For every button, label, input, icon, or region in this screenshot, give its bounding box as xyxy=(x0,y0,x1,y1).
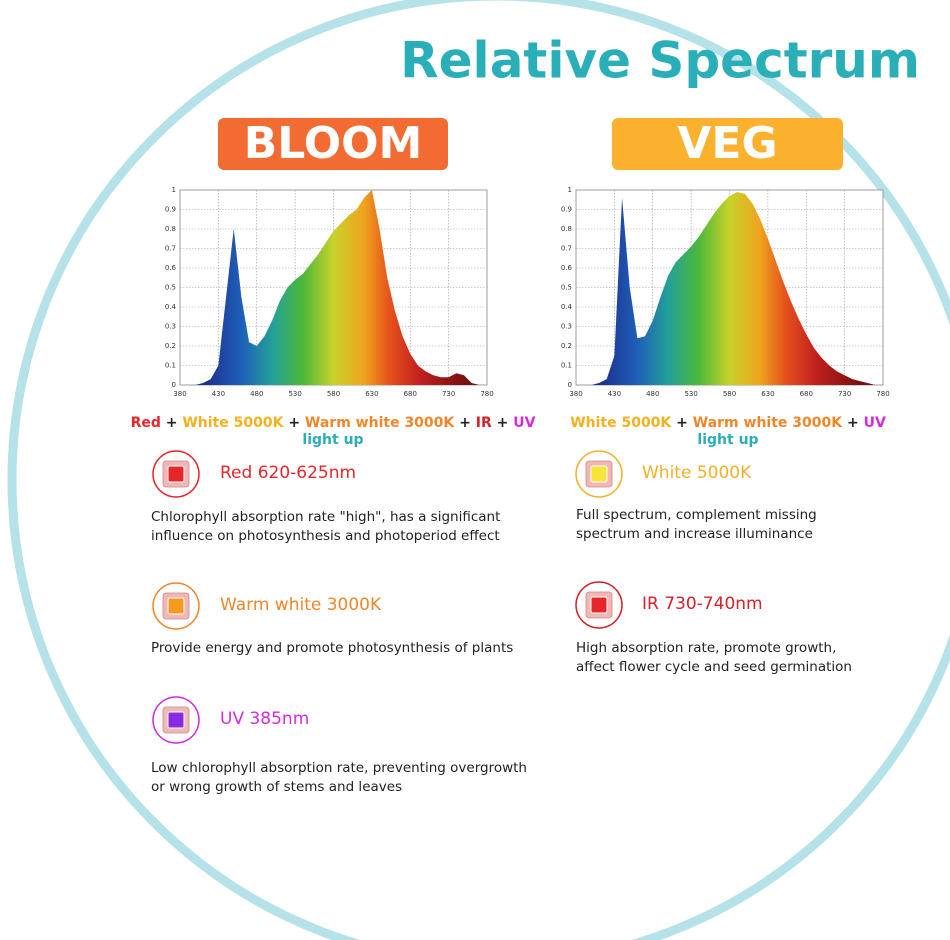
y-tick-label: 1 xyxy=(568,186,572,194)
composition: White 5000K + Warm white 3000K + UV light… xyxy=(508,415,948,449)
y-tick-label: 0.9 xyxy=(561,206,572,214)
x-tick-label: 480 xyxy=(646,390,659,398)
page-title: Relative Spectrum xyxy=(400,32,920,90)
y-tick-label: 0.1 xyxy=(561,362,572,370)
y-tick-label: 0.6 xyxy=(561,264,573,272)
x-tick-label: 730 xyxy=(838,390,851,398)
badge xyxy=(612,118,843,170)
led-chip xyxy=(167,465,185,483)
separator: + xyxy=(165,415,178,431)
y-tick-label: 0.3 xyxy=(165,323,176,331)
y-tick-label: 0.4 xyxy=(165,303,177,311)
separator: + xyxy=(496,415,509,431)
y-tick-label: 0.3 xyxy=(561,323,572,331)
item-title: White 5000K xyxy=(642,463,752,483)
item-title: IR 730-740nm xyxy=(642,594,763,614)
decor-arc xyxy=(7,0,950,940)
y-tick-label: 0.5 xyxy=(165,284,176,292)
y-tick-label: 0.7 xyxy=(165,245,176,253)
y-tick-label: 0.2 xyxy=(561,342,572,350)
composition-part: Warm white 3000K xyxy=(304,415,455,431)
composition-part: Warm white 3000K xyxy=(692,415,843,431)
y-tick-label: 0.7 xyxy=(561,245,572,253)
spectrum-area xyxy=(180,190,487,385)
x-tick-label: 380 xyxy=(569,390,582,398)
x-tick-label: 780 xyxy=(480,390,493,398)
led-chip xyxy=(590,596,608,614)
item-description: Chlorophyll absorption rate "high", has … xyxy=(151,509,501,544)
item-description: Low chlorophyll absorption rate, prevent… xyxy=(151,760,527,795)
x-tick-label: 730 xyxy=(442,390,455,398)
spectrum-area xyxy=(576,191,883,385)
y-tick-label: 0 xyxy=(172,381,176,389)
x-tick-label: 480 xyxy=(250,390,263,398)
composition: Red + White 5000K + Warm white 3000K + I… xyxy=(113,415,553,449)
y-tick-label: 0.6 xyxy=(165,264,177,272)
separator: + xyxy=(459,415,471,431)
item-title: Warm white 3000K xyxy=(220,595,382,615)
composition-part: White 5000K xyxy=(182,415,284,431)
x-tick-label: 780 xyxy=(876,390,889,398)
composition-part: UV xyxy=(513,415,536,431)
x-tick-label: 430 xyxy=(608,390,621,398)
separator: + xyxy=(846,415,859,431)
led-chip xyxy=(590,465,608,483)
badge-label: BLOOM xyxy=(244,118,423,169)
x-tick-label: 530 xyxy=(684,390,697,398)
y-tick-label: 0.2 xyxy=(165,342,176,350)
composition-suffix: light up xyxy=(697,432,759,448)
composition-part: Red xyxy=(130,415,161,431)
badge-label: VEG xyxy=(677,118,777,169)
y-tick-label: 0.5 xyxy=(561,284,572,292)
x-tick-label: 580 xyxy=(723,390,736,398)
composition-part: IR xyxy=(475,415,492,431)
y-tick-label: 0.9 xyxy=(165,206,176,214)
item-description: High absorption rate, promote growth, af… xyxy=(576,640,852,675)
x-tick-label: 680 xyxy=(800,390,813,398)
y-tick-label: 0.4 xyxy=(561,303,573,311)
composition-suffix: light up xyxy=(302,432,364,448)
x-tick-label: 630 xyxy=(365,390,378,398)
y-tick-label: 1 xyxy=(172,186,176,194)
x-tick-label: 630 xyxy=(761,390,774,398)
item-title: UV 385nm xyxy=(220,709,310,729)
led-chip xyxy=(167,597,185,615)
x-tick-label: 530 xyxy=(288,390,301,398)
y-tick-label: 0.8 xyxy=(561,225,572,233)
composition-part: White 5000K xyxy=(570,415,672,431)
x-tick-label: 380 xyxy=(173,390,186,398)
x-tick-label: 680 xyxy=(404,390,417,398)
composition-part: UV xyxy=(863,415,886,431)
separator: + xyxy=(676,415,688,431)
badge xyxy=(218,118,448,170)
y-tick-label: 0 xyxy=(568,381,572,389)
item-title: Red 620-625nm xyxy=(220,463,357,483)
item-description: Full spectrum, complement missing spectr… xyxy=(576,507,817,542)
y-tick-label: 0.8 xyxy=(165,225,176,233)
x-tick-label: 580 xyxy=(327,390,340,398)
x-tick-label: 430 xyxy=(212,390,225,398)
y-tick-label: 0.1 xyxy=(165,362,176,370)
item-description: Provide energy and promote photosynthesi… xyxy=(151,640,514,656)
led-chip xyxy=(167,711,185,729)
separator: + xyxy=(288,415,301,431)
